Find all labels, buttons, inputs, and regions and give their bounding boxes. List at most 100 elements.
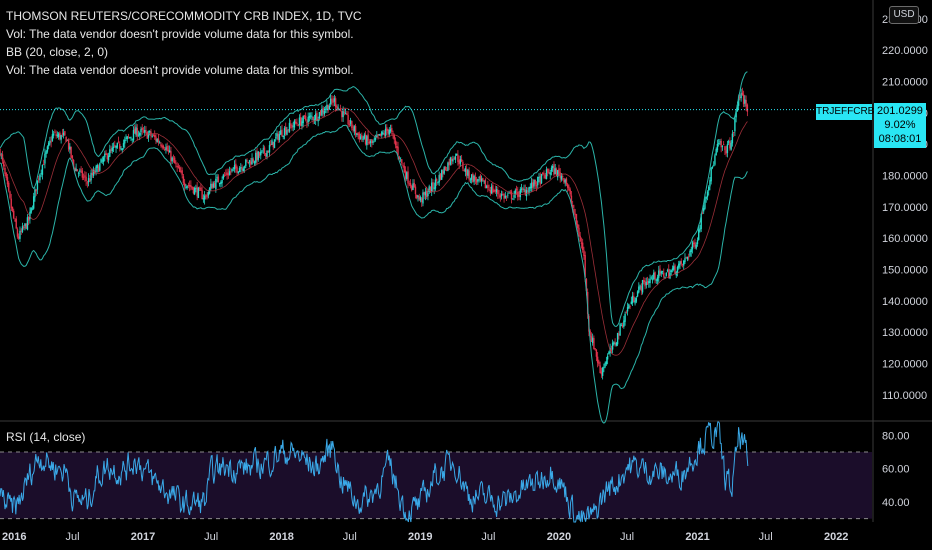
candle-body	[304, 115, 307, 121]
candle-body	[534, 179, 536, 185]
candle-body	[701, 212, 704, 214]
candle-body	[59, 132, 61, 140]
candle-body	[635, 297, 638, 302]
candle-body	[30, 207, 32, 213]
candle-body	[421, 198, 423, 203]
candle-body	[265, 153, 267, 157]
candle-body	[180, 171, 182, 173]
candle-body	[353, 126, 356, 132]
rsi-tick-label: 40.00	[882, 497, 910, 509]
candle-body	[64, 131, 66, 136]
bollinger-legend[interactable]: BB (20, close, 2, 0)	[6, 45, 109, 59]
candle-body	[440, 170, 443, 180]
candle-body	[715, 149, 717, 155]
candle-body	[6, 177, 9, 185]
candle-body	[160, 144, 162, 146]
candle-body	[341, 110, 343, 118]
candle-body	[458, 160, 460, 165]
candle-body	[222, 174, 225, 179]
candle-body	[190, 185, 192, 188]
candle-body	[490, 186, 493, 194]
candle-body	[92, 169, 95, 176]
candle-body	[388, 129, 390, 135]
candle-body	[413, 182, 415, 188]
candle-body	[455, 153, 458, 156]
candle-body	[248, 160, 251, 163]
candle-body	[417, 195, 419, 198]
currency-button[interactable]: USD	[889, 6, 919, 24]
candle-body	[684, 258, 686, 263]
candle-body	[367, 134, 369, 141]
candle-body	[735, 110, 737, 118]
candle-body	[81, 170, 84, 178]
candle-body	[530, 182, 533, 189]
rsi-line	[0, 421, 749, 523]
candle-body	[57, 133, 60, 138]
candle-body	[61, 133, 64, 135]
candle-body	[162, 146, 165, 149]
candle-body	[280, 130, 282, 135]
candle-body	[721, 146, 724, 147]
candle-body	[25, 223, 27, 229]
candle-body	[45, 151, 47, 155]
bollinger-lower	[0, 124, 748, 424]
candle-body	[676, 267, 679, 273]
candle-body	[688, 256, 690, 258]
candle-body	[691, 242, 694, 250]
candle-body	[524, 189, 526, 195]
candle-body	[18, 236, 20, 239]
candle-body	[127, 136, 130, 138]
candle-body	[75, 168, 77, 172]
candle-body	[389, 129, 392, 132]
candle-body	[211, 183, 213, 189]
candle-body	[462, 162, 464, 169]
candle-body	[631, 295, 634, 304]
candle-body	[408, 183, 410, 185]
candle-body	[342, 111, 344, 118]
candle-body	[435, 178, 438, 181]
candle-body	[565, 178, 568, 185]
candle-body	[195, 187, 197, 189]
candle-body	[226, 172, 228, 176]
candle-body	[450, 158, 453, 162]
candle-body	[85, 176, 87, 182]
candle-body	[630, 301, 633, 305]
time-tick-label: Jul	[204, 531, 218, 543]
candle-body	[705, 196, 707, 199]
candle-body	[679, 261, 681, 265]
candle-body	[707, 186, 710, 191]
time-tick-label: Jul	[759, 531, 773, 543]
candle-body	[149, 131, 151, 133]
candle-body	[381, 131, 383, 136]
candle-body	[615, 342, 618, 346]
candle-body	[332, 100, 334, 103]
candle-body	[649, 278, 651, 283]
candle-body	[202, 198, 205, 200]
candle-body	[742, 94, 745, 104]
candle-body	[319, 110, 322, 115]
candle-body	[47, 142, 50, 147]
candle-body	[157, 138, 160, 143]
candle-body	[712, 165, 715, 167]
candle-body	[580, 242, 583, 244]
symbol-title[interactable]: THOMSON REUTERS/CORECOMMODITY CRB INDEX,…	[6, 9, 362, 23]
candle-body	[387, 129, 389, 134]
candle-body	[744, 99, 746, 104]
candle-body	[26, 217, 29, 230]
candle-body	[452, 159, 454, 162]
candle-body	[8, 182, 10, 191]
candle-body	[519, 189, 521, 198]
candle-body	[282, 135, 284, 138]
candle-body	[298, 117, 301, 126]
candle-body	[494, 190, 497, 192]
candle-body	[95, 166, 97, 172]
candle-body	[578, 227, 580, 237]
candle-body	[262, 148, 264, 150]
candle-body	[513, 195, 515, 198]
candle-body	[372, 141, 374, 143]
candle-body	[487, 184, 489, 189]
candle-body	[428, 186, 430, 192]
rsi-legend[interactable]: RSI (14, close)	[6, 430, 86, 444]
candle-body	[482, 178, 484, 181]
